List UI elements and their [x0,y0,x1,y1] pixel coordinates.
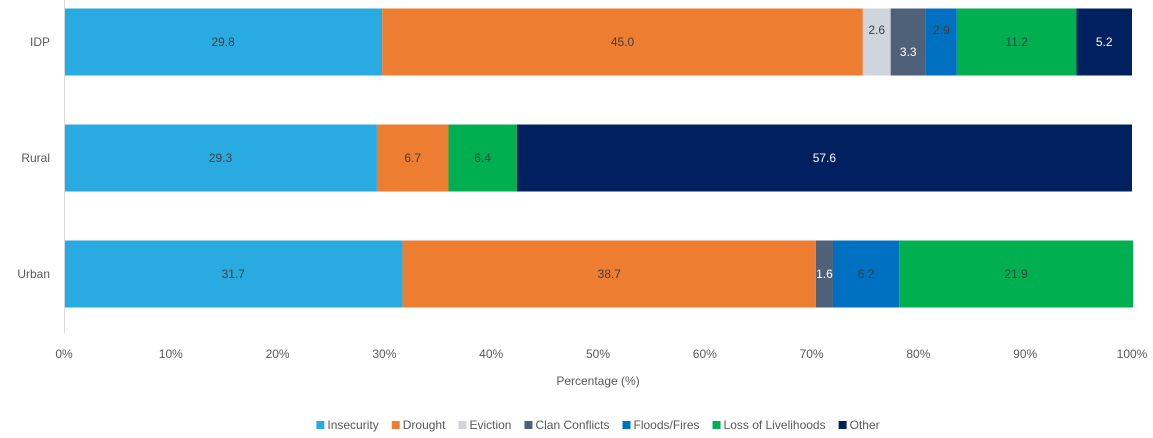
data-label-rural-drought: 6.7 [404,151,421,165]
x-tick-label-90-9: 90% [1013,347,1037,361]
data-label-idp-clan-conflicts: 3.3 [900,45,917,59]
legend-swatch-other [838,421,847,429]
bar-idp-clan-conflicts [890,8,926,76]
x-tick-label-100-10: 100% [1117,347,1148,361]
data-label-idp-loss-of-livelihoods: 11.2 [1005,35,1028,49]
data-label-idp-other: 5.2 [1096,35,1113,49]
x-tick-label-10-1: 10% [159,347,183,361]
bar-urban-floods-fires [832,240,900,308]
bar-rural-other [516,124,1132,192]
legend-label-other: Other [850,418,880,432]
x-axis-title: Percentage (%) [556,374,639,388]
legend-label-drought: Drought [403,418,446,432]
bar-idp-insecurity [64,8,383,76]
legend-swatch-insecurity [316,421,325,429]
legend-swatch-eviction [458,421,467,429]
data-label-urban-clan-conflicts: 1.6 [816,267,833,281]
data-label-urban-loss-of-livelihoods: 21.9 [1004,267,1028,281]
legend-label-loss-of-livelihoods: Loss of Livelihoods [724,418,826,432]
bar-idp-eviction [862,8,891,76]
bar-idp-drought [382,8,863,76]
bar-urban-clan-conflicts [815,240,833,308]
bar-idp-loss-of-livelihoods [956,8,1077,76]
x-tick-label-50-5: 50% [586,347,610,361]
bar-idp-other [1076,8,1132,76]
bars-group [64,8,1134,308]
category-label-idp: IDP [30,35,50,49]
category-labels-group: IDP Rural Urban [17,35,50,281]
data-label-urban-drought: 38.7 [598,267,622,281]
data-label-idp-floods-fires: 2.9 [933,23,950,37]
data-label-idp-insecurity: 29.8 [211,35,235,49]
bar-rural-insecurity [64,124,377,192]
data-label-rural-other: 57.6 [813,151,837,165]
legend-label-floods-fires: Floods/Fires [634,418,700,432]
data-label-idp-drought: 45.0 [611,35,635,49]
x-tick-label-70-7: 70% [800,347,824,361]
x-tick-label-30-3: 30% [372,347,396,361]
legend-swatch-floods-fires [622,421,631,429]
x-tick-label-80-8: 80% [906,347,930,361]
legend-swatch-loss-of-livelihoods [712,421,721,429]
legend-swatch-clan-conflicts [524,421,533,429]
bar-rural-drought [376,124,449,192]
data-labels-group: 29.8 45.0 2.6 3.3 2.9 11.2 5.2 29.3 6.7 6.4 57.6 31… [209,23,1113,281]
bar-urban-loss-of-livelihoods [899,240,1134,308]
data-label-rural-insecurity: 29.3 [209,151,233,165]
data-label-rural-loss-of-livelihoods: 6.4 [474,151,491,165]
bar-urban-insecurity [64,240,403,308]
category-label-urban: Urban [17,267,50,281]
x-tick-labels-group: 0% 10% 20% 30% 40% 50% 60% 70% 80% 90% 100% [55,347,1147,361]
legend-label-insecurity: Insecurity [327,418,378,432]
x-tick-label-60-6: 60% [693,347,717,361]
legend: Insecurity Drought Eviction Clan Conflicts F… [316,418,880,432]
bar-rural-loss-of-livelihoods [448,124,517,192]
data-label-urban-floods-fires: 6.2 [858,267,875,281]
data-label-urban-insecurity: 31.7 [222,267,246,281]
data-label-idp-eviction: 2.6 [868,23,885,37]
legend-swatch-drought [391,421,400,429]
x-tick-label-20-2: 20% [266,347,290,361]
x-tick-label-40-4: 40% [479,347,503,361]
legend-label-clan-conflicts: Clan Conflicts [535,418,609,432]
bar-idp-floods-fires [925,8,957,76]
x-tick-label-0-0: 0% [55,347,73,361]
bar-urban-drought [402,240,816,308]
category-label-rural: Rural [21,151,50,165]
legend-label-eviction: Eviction [469,418,511,432]
